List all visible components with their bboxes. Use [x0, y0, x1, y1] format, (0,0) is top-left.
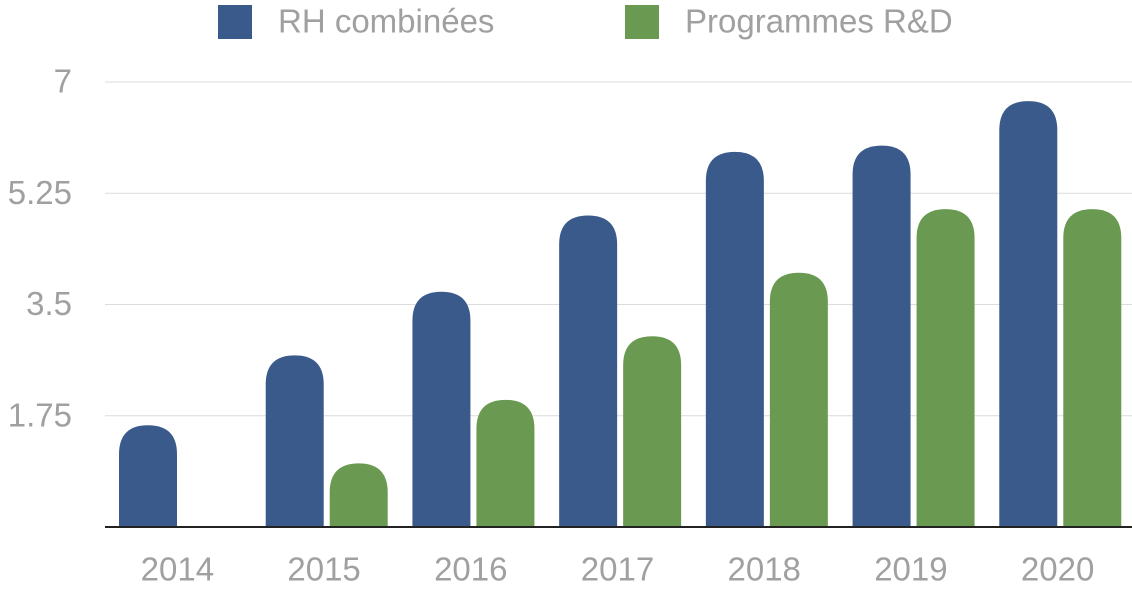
bar [265, 355, 324, 527]
bar [999, 101, 1058, 528]
legend-label: Programmes R&D [685, 3, 953, 40]
bar [119, 425, 177, 527]
bar [329, 463, 388, 527]
x-tick-label: 2014 [141, 551, 214, 588]
bar [623, 336, 682, 527]
x-tick-label: 2019 [874, 551, 947, 588]
x-tick-label: 2015 [287, 551, 360, 588]
bar [705, 151, 764, 527]
x-tick-label: 2018 [728, 551, 801, 588]
bar [916, 209, 975, 527]
legend-swatch [218, 5, 252, 39]
y-tick-label: 3.5 [26, 285, 72, 322]
bar [476, 399, 535, 527]
x-tick-label: 2016 [434, 551, 507, 588]
legend-label: RH combinées [278, 3, 494, 40]
y-tick-label: 1.75 [8, 396, 72, 433]
bar [412, 291, 471, 527]
bar [559, 215, 618, 527]
bar [1063, 209, 1122, 527]
bar [769, 272, 828, 527]
legend-swatch [625, 5, 659, 39]
bar [852, 145, 911, 528]
y-tick-label: 5.25 [8, 174, 72, 211]
x-tick-label: 2017 [581, 551, 654, 588]
x-tick-label: 2020 [1021, 551, 1094, 588]
y-tick-label: 7 [54, 63, 72, 100]
